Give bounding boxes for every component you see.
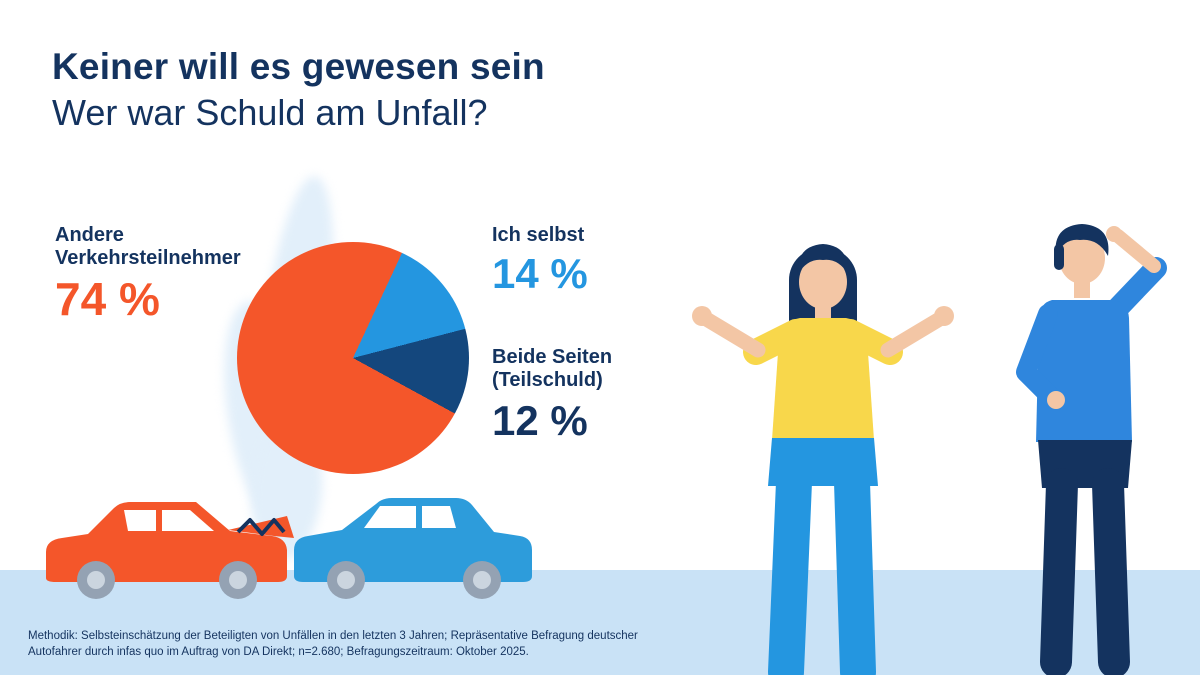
title-line-1: Keiner will es gewesen sein bbox=[52, 46, 545, 87]
woman-illustration bbox=[692, 244, 954, 675]
woman-figure bbox=[692, 244, 954, 675]
callout-other-drivers: Andere Verkehrsteilnehmer 74 % bbox=[55, 224, 270, 322]
blue-car bbox=[294, 498, 532, 599]
callout-value: 14 % bbox=[492, 250, 588, 297]
man-figure bbox=[1016, 224, 1167, 675]
woman-face bbox=[799, 255, 847, 309]
callout-label: Ich selbst bbox=[492, 224, 585, 246]
man-illustration bbox=[1016, 224, 1167, 675]
man-left-leg bbox=[1040, 468, 1078, 675]
callout-self: Ich selbst 14 % bbox=[492, 224, 588, 295]
callout-both-sides: Beide Seiten (Teilschuld) 12 % bbox=[492, 346, 632, 442]
woman-right-leg bbox=[834, 464, 876, 675]
man-face bbox=[1059, 232, 1105, 284]
man-hair bbox=[1055, 224, 1109, 256]
title-line-2: Wer war Schuld am Unfall? bbox=[52, 92, 488, 134]
bottom-band bbox=[0, 570, 1200, 675]
woman-left-arm bbox=[700, 312, 766, 358]
man-raised-arm bbox=[1111, 229, 1161, 273]
callout-value: 74 % bbox=[55, 273, 160, 325]
woman-right-arm bbox=[880, 312, 946, 358]
woman-right-hand bbox=[934, 306, 954, 326]
orange-car bbox=[46, 502, 294, 599]
callout-value: 12 % bbox=[492, 397, 588, 444]
man-right-leg bbox=[1092, 468, 1130, 675]
callout-label: Andere Verkehrsteilnehmer bbox=[55, 224, 241, 269]
man-akimbo-arm bbox=[1016, 304, 1062, 408]
page-title: Keiner will es gewesen sein Wer war Schu… bbox=[52, 44, 545, 135]
methodology-note: Methodik: Selbsteinschätzung der Beteili… bbox=[28, 630, 638, 659]
callout-label: Beide Seiten (Teilschuld) bbox=[492, 346, 613, 391]
car-crash-illustration bbox=[46, 498, 532, 599]
woman-left-hand bbox=[692, 306, 712, 326]
woman-shirt bbox=[772, 318, 874, 440]
man-hip-hand bbox=[1047, 391, 1065, 409]
man-raised-hand bbox=[1106, 226, 1122, 242]
pie-chart bbox=[237, 242, 469, 474]
woman-left-leg bbox=[768, 464, 812, 675]
